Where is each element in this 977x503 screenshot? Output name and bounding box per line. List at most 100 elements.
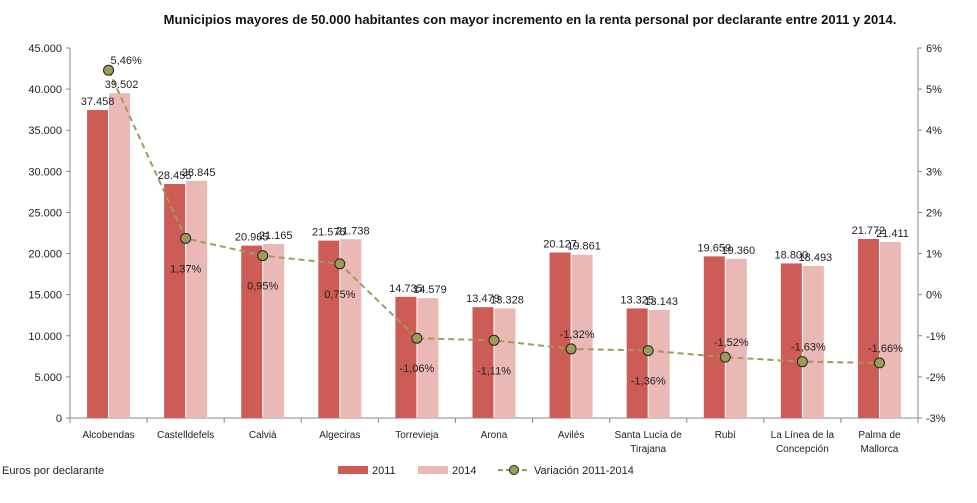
bar-2011-label: 20.127: [543, 239, 577, 251]
bar-2011: [164, 184, 186, 418]
bars: [87, 93, 901, 419]
bar-2014-label: 21.738: [336, 225, 370, 237]
y-right-tick-label: 2%: [926, 207, 942, 219]
y-left-tick-label: 5.000: [34, 372, 62, 384]
variation-marker: [642, 345, 654, 357]
y-left-tick-label: 10.000: [28, 331, 62, 343]
bar-2014: [571, 254, 593, 418]
variation-marker: [488, 334, 500, 346]
y-left-tick-label: 30.000: [28, 166, 62, 178]
bar-2011: [780, 263, 802, 418]
y-right-tick-label: 3%: [926, 166, 942, 178]
variation-marker: [873, 357, 885, 369]
variation-label: 1,37%: [170, 263, 201, 275]
bar-2011: [857, 238, 879, 418]
y-left-tick-label: 0: [56, 413, 62, 425]
y-axis-note: Euros por declarante: [2, 465, 104, 477]
bar-2014-label: 13.328: [490, 294, 524, 306]
bar-2014: [263, 243, 285, 418]
bar-2014-label: 14.579: [413, 284, 447, 296]
legend-label-variation: Variación 2011-2014: [534, 465, 634, 477]
variation-marker: [180, 232, 192, 244]
bar-2011: [549, 252, 571, 418]
y-right-tick-label: -3%: [926, 413, 946, 425]
bar-2014: [494, 308, 516, 418]
category-label: Santa Lucía de: [615, 430, 683, 441]
bar-2014: [879, 241, 901, 418]
variation-line-layer: [103, 64, 885, 369]
legend-label-2011: 2011: [372, 465, 396, 477]
bar-2014-label: 21.165: [259, 230, 293, 242]
category-labels: Alcobendas Castelldefels Calvià Algeciras To…: [82, 430, 901, 455]
variation-label: -1,11%: [477, 365, 511, 377]
bar-2014-label: 18.493: [799, 252, 833, 264]
bar-2014: [802, 265, 824, 418]
y-left-tick-label: 20.000: [28, 249, 62, 261]
y-right-tick-label: 4%: [926, 125, 942, 137]
bar-2014-label: 28.845: [182, 167, 216, 179]
variation-marker: [796, 356, 808, 368]
variation-label: -1,06%: [399, 363, 434, 375]
bar-2011: [395, 296, 417, 418]
bar-2011-label: 13.479: [466, 293, 500, 305]
variation-label: -1,36%: [631, 376, 666, 388]
category-label: Rubí: [715, 430, 736, 441]
bar-2011-label: 21.576: [312, 227, 346, 239]
category-label: Castelldefels: [157, 430, 214, 441]
y-left-tick-label: 35.000: [28, 125, 62, 137]
category-label: Torrevieja: [395, 430, 439, 441]
bar-2011: [87, 110, 109, 419]
category-label: Concepción: [776, 444, 829, 455]
variation-marker: [565, 343, 577, 355]
bar-2011-label: 21.772: [852, 225, 886, 237]
bar-2011-label: 37.458: [81, 96, 115, 108]
variation-label: -1,63%: [791, 342, 826, 354]
bar-2011-label: 28.455: [158, 170, 192, 182]
bar-2014-label: 39.502: [105, 79, 139, 91]
y-right-tick-label: 0%: [926, 290, 942, 302]
category-label: Mallorca: [861, 444, 899, 455]
bar-2014: [109, 93, 131, 418]
category-label: Arona: [481, 430, 508, 441]
bar-2011-label: 18.800: [775, 249, 809, 261]
bar-2014-label: 13.143: [644, 296, 678, 308]
bar-2014: [725, 258, 747, 418]
variation-label: -1,66%: [868, 343, 903, 355]
bar-2011: [318, 240, 340, 418]
category-label: Algeciras: [319, 430, 360, 441]
variation-marker: [257, 250, 269, 262]
bar-2014-label: 21.411: [876, 228, 909, 240]
variation-label: -1,52%: [714, 337, 749, 349]
variation-label: -1,32%: [560, 329, 595, 341]
y-right-tick-label: -2%: [926, 372, 946, 384]
bar-2011-label: 20.965: [235, 232, 269, 244]
legend: 2011 2014 Variación 2011-2014: [338, 465, 634, 477]
variation-label: 0,75%: [324, 289, 355, 301]
variation-line: [107, 69, 880, 364]
y-right-tick-label: 6%: [926, 43, 942, 55]
bar-2011-label: 19.659: [697, 242, 731, 254]
legend-swatch-variation-marker: [509, 465, 519, 475]
y-left-tick-label: 15.000: [28, 290, 62, 302]
variation-marker: [719, 351, 731, 363]
bar-2014-label: 19.861: [567, 241, 601, 253]
category-label: Avilés: [558, 430, 585, 441]
variation-marker: [411, 332, 423, 344]
bar-2011-label: 14.735: [389, 283, 423, 295]
bar-2014: [417, 298, 439, 418]
bar-2011: [241, 245, 263, 418]
legend-swatch-2011: [338, 466, 368, 474]
category-label: Calvià: [249, 430, 277, 441]
bar-2014-label: 19.360: [721, 245, 755, 257]
variation-marker: [334, 258, 346, 270]
category-label: Tirajana: [630, 444, 666, 455]
y-left-tick-label: 25.000: [28, 207, 62, 219]
category-label: Alcobendas: [82, 430, 134, 441]
bar-2011: [703, 256, 725, 418]
bar-2011: [472, 307, 494, 418]
variation-marker: [103, 64, 115, 76]
y-right-tick-label: 1%: [926, 249, 942, 261]
y-left-tick-label: 45.000: [28, 43, 62, 55]
